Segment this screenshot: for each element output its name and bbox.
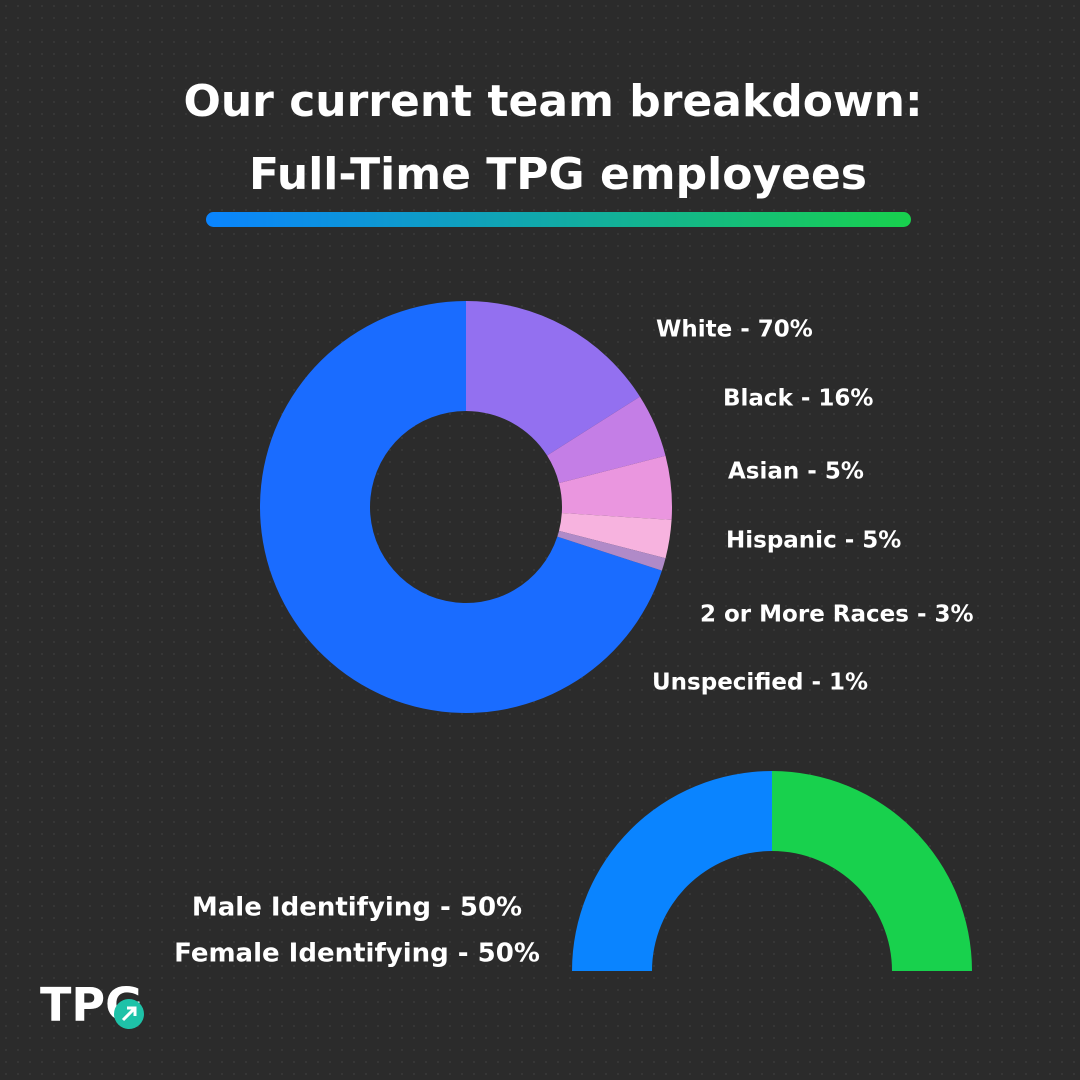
donut-segment bbox=[558, 513, 672, 559]
half-donut-segment bbox=[772, 771, 972, 971]
donut-segment bbox=[557, 530, 666, 571]
legend-label: Female Identifying - 50% bbox=[174, 939, 540, 969]
logo-arrow bbox=[121, 1006, 137, 1022]
legend-label: White - 70% bbox=[656, 317, 813, 343]
legend-label: Hispanic - 5% bbox=[726, 528, 901, 554]
donut-segment bbox=[547, 396, 666, 484]
donut-segment bbox=[260, 301, 662, 714]
half-donut-segment bbox=[572, 771, 772, 971]
legend-label: 2 or More Races - 3% bbox=[700, 602, 974, 628]
legend-label: Black - 16% bbox=[723, 386, 873, 412]
title-line: Our current team breakdown: bbox=[183, 76, 922, 127]
legend-label: Asian - 5% bbox=[728, 459, 864, 485]
title-line: Full-Time TPG employees bbox=[249, 149, 867, 200]
legend-label: Unspecified - 1% bbox=[652, 670, 868, 696]
donut-segment bbox=[558, 455, 672, 520]
legend-label: Male Identifying - 50% bbox=[192, 893, 522, 923]
donut-segment bbox=[466, 301, 640, 456]
title-underline bbox=[206, 212, 911, 227]
